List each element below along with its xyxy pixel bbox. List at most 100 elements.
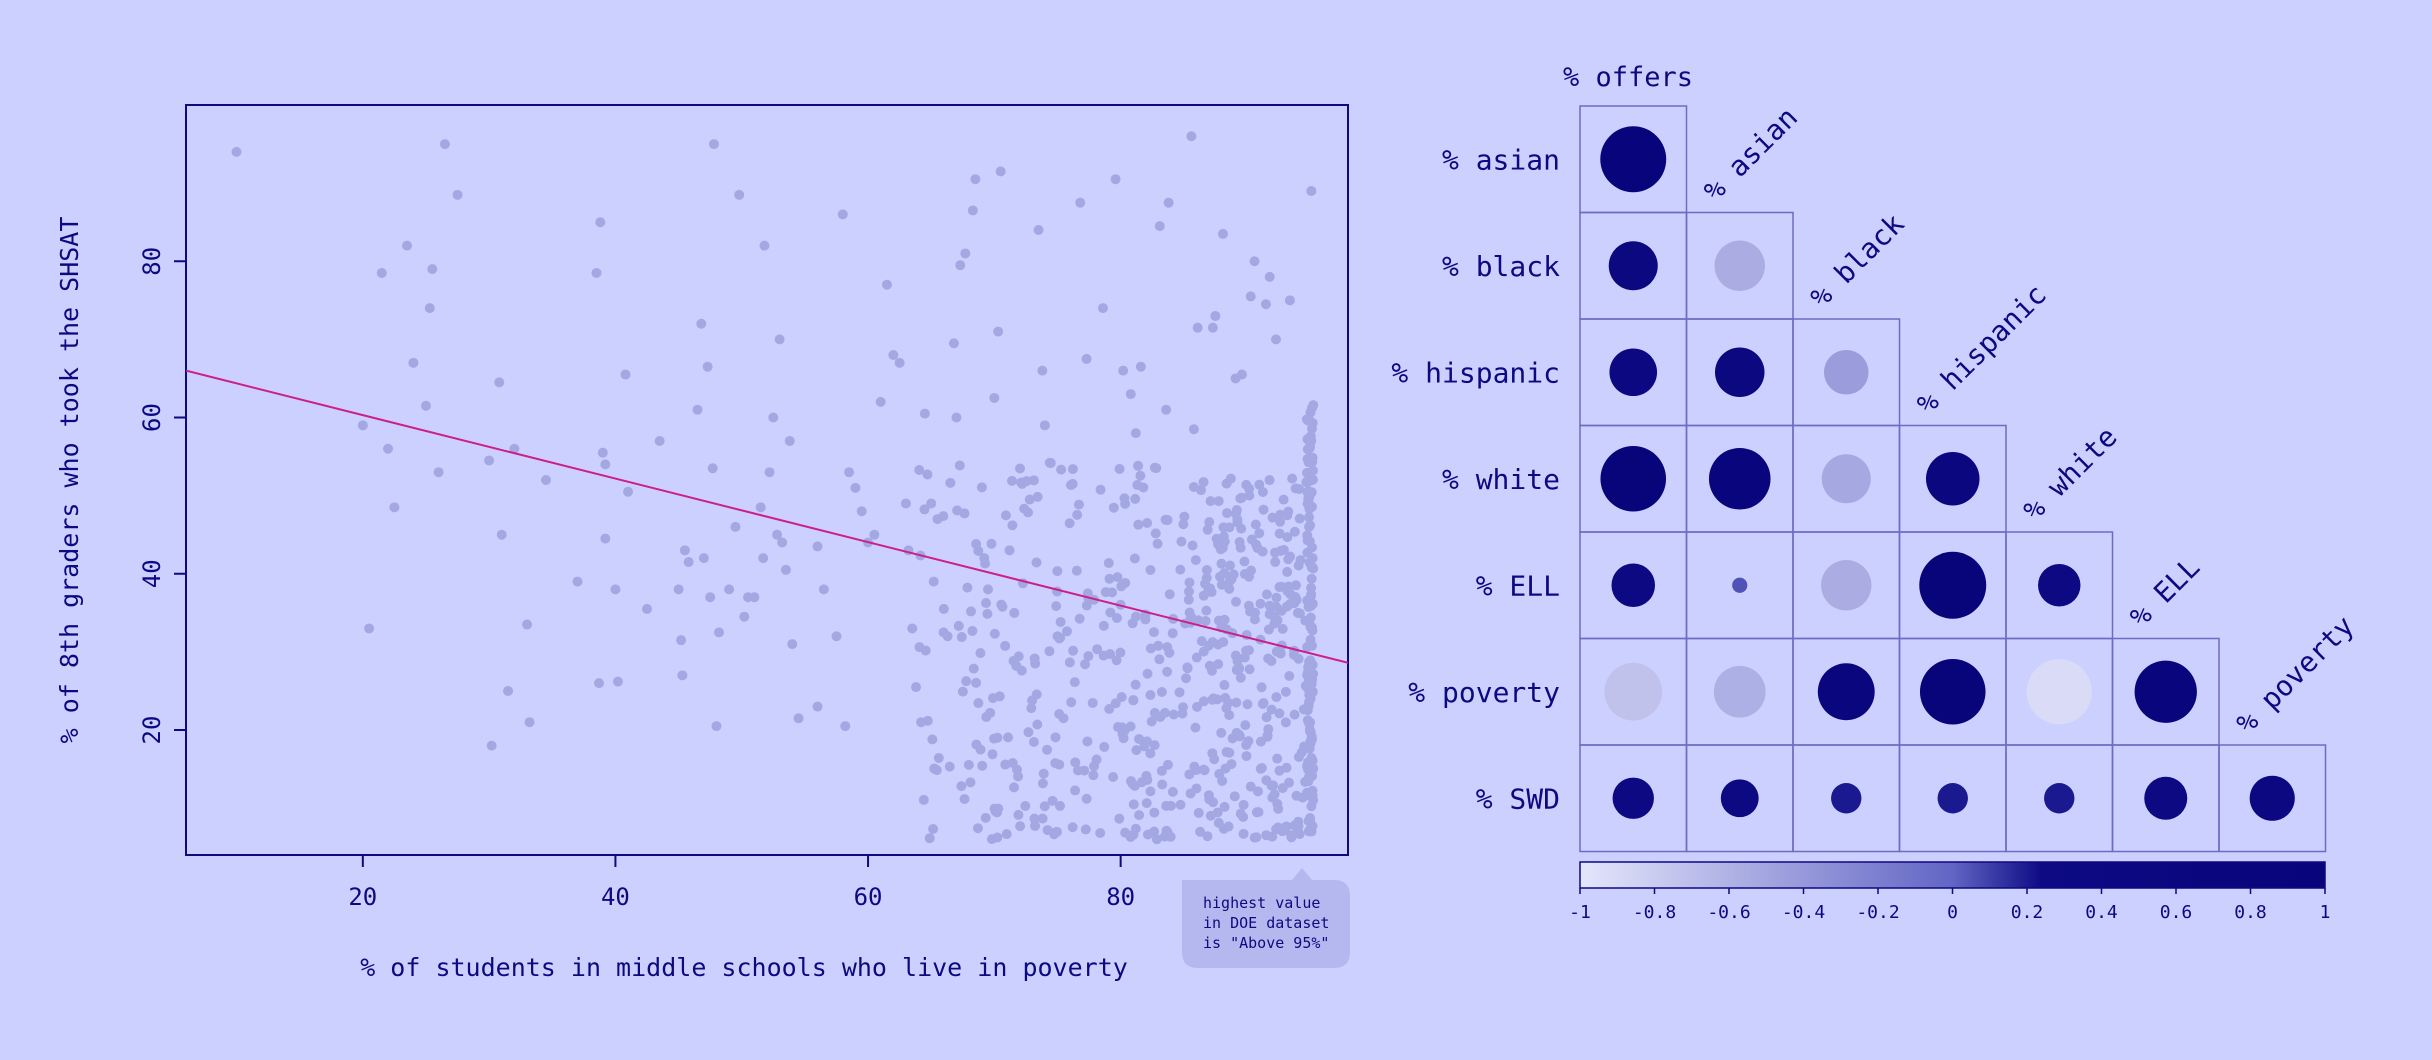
scatter-point: [1219, 801, 1230, 812]
scatter-point: [1015, 463, 1026, 474]
scatter-point: [1228, 569, 1239, 580]
scatter-point: [844, 467, 855, 478]
scatter-point: [1249, 256, 1260, 267]
scatter-point: [1068, 645, 1079, 656]
scatter-point: [1246, 534, 1257, 545]
scatter-point: [1149, 807, 1160, 818]
scatter-point: [1038, 768, 1049, 779]
scatter-point: [1047, 795, 1058, 806]
scatter-point: [1024, 494, 1035, 505]
scatter-point: [928, 823, 939, 834]
scatter-point: [1241, 479, 1252, 490]
matrix-cell: [1792, 744, 1901, 853]
scatter-points: [231, 131, 1319, 845]
scatter-point: [881, 279, 892, 290]
scatter-point: [1100, 587, 1111, 598]
scatter-point: [768, 412, 779, 423]
scatter-point: [973, 698, 984, 709]
scatter-point: [1238, 828, 1249, 839]
scatter-point: [1072, 765, 1083, 776]
scatter-point: [1267, 831, 1278, 842]
scatter-point: [1232, 514, 1243, 525]
scatter-point: [948, 338, 959, 349]
scatter-point: [734, 189, 745, 200]
scatter-point: [1104, 703, 1115, 714]
correlation-circle: [1720, 779, 1759, 818]
scatter-point: [1190, 722, 1201, 733]
callout-annotation: highest value in DOE dataset is "Above 9…: [1182, 868, 1350, 968]
matrix-cell-border: [2218, 744, 2327, 853]
scatter-point: [1130, 493, 1141, 504]
scatter-point: [957, 686, 968, 697]
scatter-point: [676, 635, 687, 646]
correlation-circle: [1821, 454, 1871, 504]
scatter-point: [1266, 780, 1277, 791]
scatter-point: [1210, 310, 1221, 321]
scatter-point: [1244, 664, 1255, 675]
scatter-point: [1280, 822, 1291, 833]
scatter-point: [1219, 536, 1230, 547]
scatter-point: [971, 677, 982, 688]
scatter-point: [1256, 682, 1267, 693]
scatter-point: [1129, 780, 1140, 791]
y-axis-ticks: 20 40 60 80: [138, 247, 186, 744]
scatter-point: [1255, 598, 1266, 609]
scatter-point: [496, 529, 507, 540]
correlation-circle: [1708, 447, 1771, 510]
x-tick-label: 80: [1106, 883, 1135, 911]
scatter-point: [1267, 792, 1278, 803]
scatter-point: [980, 812, 991, 823]
scatter-point: [1274, 708, 1285, 719]
scatter-point: [1013, 809, 1024, 820]
correlation-circle: [1714, 347, 1765, 398]
scatter-point: [1039, 420, 1050, 431]
scatter-point: [1009, 607, 1020, 618]
scatter-point: [1269, 611, 1280, 622]
matrix-cell: [1579, 744, 1688, 853]
scatter-point: [1218, 637, 1229, 648]
callout-bubble: [1182, 868, 1350, 968]
scatter-point: [1200, 615, 1211, 626]
scatter-point: [1308, 400, 1319, 411]
scatter-point: [1216, 579, 1227, 590]
scatter-point: [1216, 727, 1227, 738]
matrix-cell: [1792, 424, 1901, 533]
scatter-point: [420, 400, 431, 411]
scatter-point: [818, 584, 829, 595]
scatter-point: [707, 463, 718, 474]
scatter-point: [1112, 572, 1123, 583]
matrix-col-label: % hispanic: [1910, 278, 2053, 421]
matrix-cell: [2005, 637, 2114, 746]
scatter-point: [1161, 404, 1172, 415]
scatter-point: [1027, 695, 1038, 706]
scatter-point: [1257, 486, 1268, 497]
colorbar-tick-label: 1: [2320, 902, 2331, 923]
scatter-point: [1231, 596, 1242, 607]
scatter-point: [1006, 475, 1017, 486]
scatter-point: [1192, 701, 1203, 712]
scatter-point: [1201, 605, 1212, 616]
scatter-point: [1249, 614, 1260, 625]
scatter-point: [1080, 659, 1091, 670]
scatter-point: [928, 576, 939, 587]
y-tick-label: 80: [138, 247, 166, 276]
scatter-point: [933, 753, 944, 764]
scatter-point: [1230, 650, 1241, 661]
scatter-point: [812, 701, 823, 712]
scatter-point: [1235, 542, 1246, 553]
scatter-point: [1074, 613, 1085, 624]
scatter-point: [1224, 522, 1235, 533]
scatter-point: [1306, 573, 1317, 584]
scatter-point: [1110, 698, 1121, 709]
scatter-point: [951, 412, 962, 423]
scatter-point: [1003, 732, 1014, 743]
scatter-point: [894, 357, 905, 368]
scatter-point: [1081, 793, 1092, 804]
scatter-point: [408, 357, 419, 368]
scatter-point: [1271, 692, 1282, 703]
correlation-circle: [1823, 349, 1869, 395]
scatter-point: [1130, 679, 1141, 690]
scatter-point: [1028, 475, 1039, 486]
scatter-point: [1275, 545, 1286, 556]
